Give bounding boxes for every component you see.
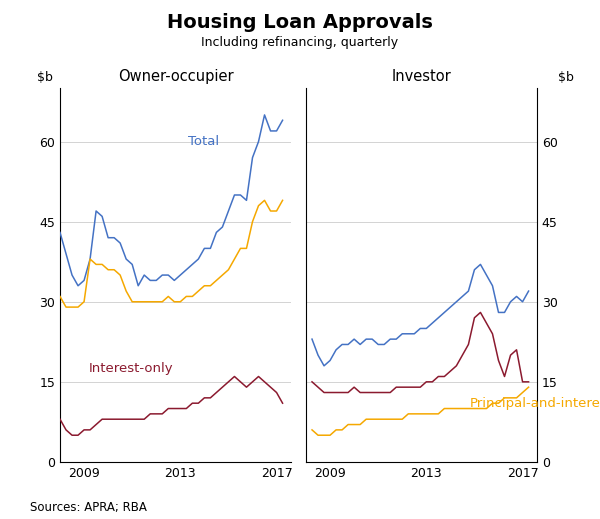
Text: Investor: Investor bbox=[392, 70, 451, 85]
Text: Principal-and-interest: Principal-and-interest bbox=[470, 397, 600, 409]
Text: Including refinancing, quarterly: Including refinancing, quarterly bbox=[202, 36, 398, 49]
Text: Sources: APRA; RBA: Sources: APRA; RBA bbox=[30, 501, 147, 514]
Text: $b: $b bbox=[37, 72, 53, 85]
Text: $b: $b bbox=[558, 72, 574, 85]
Text: Housing Loan Approvals: Housing Loan Approvals bbox=[167, 13, 433, 32]
Text: Total: Total bbox=[188, 135, 218, 148]
Text: Interest-only: Interest-only bbox=[89, 362, 173, 375]
Text: Owner-occupier: Owner-occupier bbox=[118, 70, 233, 85]
